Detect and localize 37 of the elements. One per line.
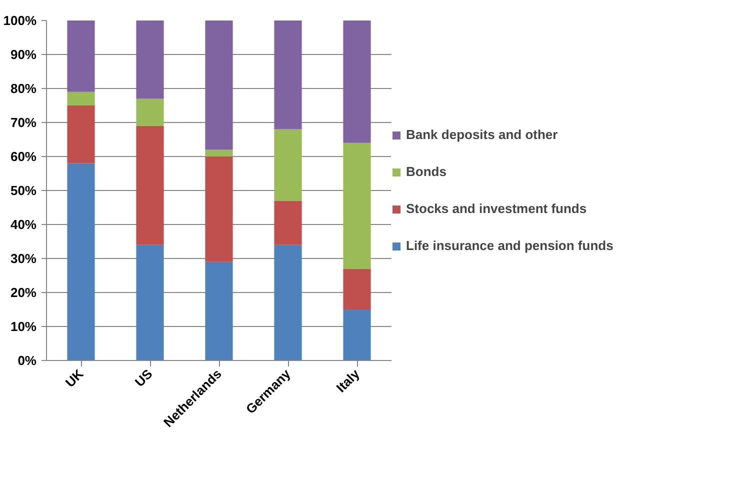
bar — [67, 106, 95, 164]
bar — [67, 20, 95, 92]
y-tick-label: 0% — [18, 353, 37, 368]
bar — [205, 156, 233, 262]
y-tick-label: 60% — [10, 149, 37, 164]
bar — [136, 98, 164, 126]
bar — [205, 150, 233, 156]
bar — [67, 92, 95, 106]
legend-label: Bank deposits and other — [406, 127, 558, 142]
y-tick-label: 50% — [10, 183, 37, 198]
x-tick-label: UK — [62, 366, 87, 390]
bar — [205, 262, 233, 360]
y-tick-label: 70% — [10, 115, 37, 130]
bar — [274, 244, 302, 360]
y-tick-label: 10% — [10, 319, 37, 334]
bar — [274, 200, 302, 245]
y-tick-label: 90% — [10, 47, 37, 62]
bar — [136, 244, 164, 360]
bar — [274, 20, 302, 130]
y-tick-label: 100% — [3, 13, 37, 28]
bar — [343, 310, 371, 360]
legend-label: Stocks and investment funds — [406, 201, 587, 216]
bar — [67, 163, 95, 360]
bar — [274, 129, 302, 201]
legend-label: Life insurance and pension funds — [406, 238, 614, 253]
bar — [343, 20, 371, 143]
y-tick-label: 30% — [10, 251, 37, 266]
y-tick-label: 80% — [10, 81, 37, 96]
legend-label: Bonds — [406, 164, 446, 179]
bar — [343, 268, 371, 310]
bar — [136, 20, 164, 99]
y-tick-label: 40% — [10, 217, 37, 232]
bar — [343, 142, 371, 269]
x-tick-label: US — [132, 366, 156, 390]
y-tick-label: 20% — [10, 285, 37, 300]
bar — [136, 126, 164, 245]
bar — [205, 20, 233, 150]
